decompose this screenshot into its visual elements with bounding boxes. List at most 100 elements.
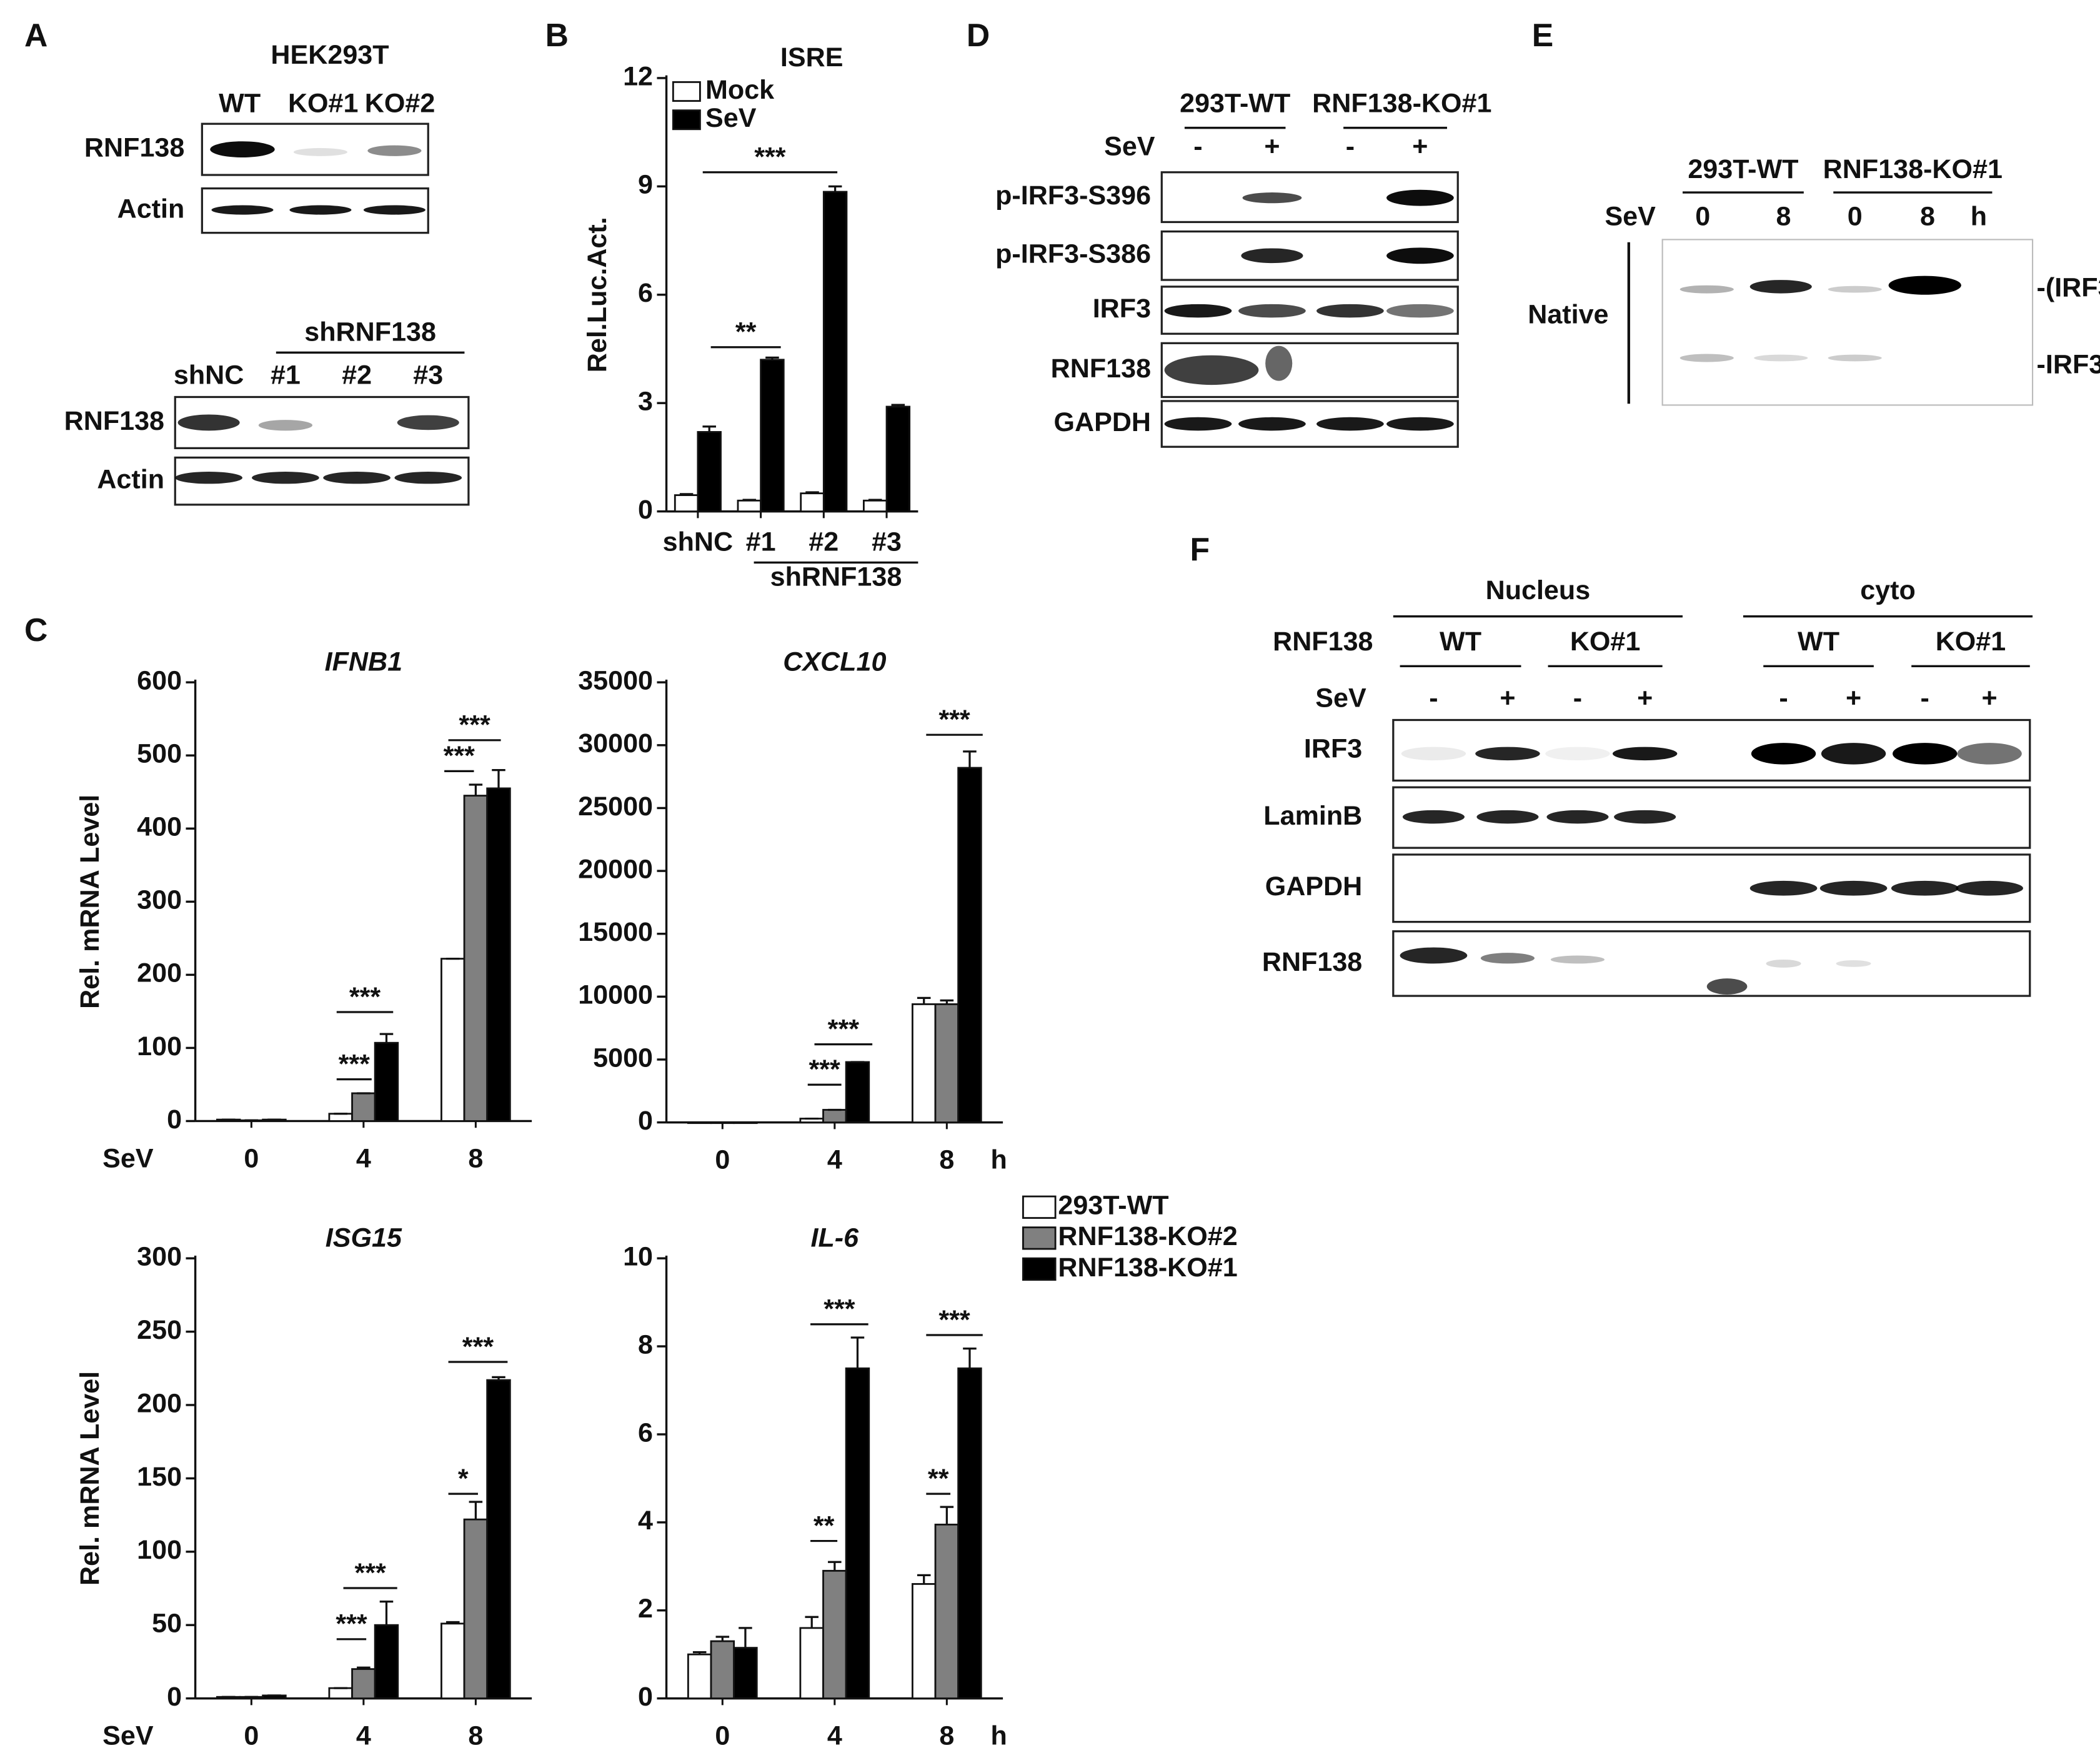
y-tick-label: 150 [137,1462,182,1492]
lane-label: + [1846,683,1861,713]
error-bar [492,1376,505,1381]
legend-label: Mock [705,75,774,105]
y-tick-label: 300 [137,1242,182,1272]
y-tick-label: 10 [623,1242,653,1272]
lane-label: 0 [1695,201,1710,231]
error-bar [940,1506,954,1525]
chart-title: ISRE [780,42,843,72]
band [1316,304,1384,318]
y-tick-label: 250 [137,1315,182,1345]
bar [957,1367,982,1699]
band [1386,247,1454,264]
unit-label: h [1971,201,1987,231]
band [323,472,391,484]
error-bar [917,996,931,1005]
y-tick-label: 3 [638,387,653,417]
error-bar [963,1347,977,1369]
bar [934,1523,960,1699]
y-tick-label: 8 [638,1329,653,1359]
error-bar [940,999,954,1005]
lane-label: #2 [342,360,372,390]
x-axis-label: SeV [102,1143,154,1173]
x-axis-unit: h [990,1145,1007,1175]
y-tick-label: 100 [137,1535,182,1565]
row-label: GAPDH [1265,872,1363,901]
band [363,205,425,215]
band [1751,743,1816,765]
legend-label: RNF138-KO#2 [1058,1221,1237,1251]
significance: *** [462,1332,494,1362]
band [1164,355,1259,385]
bar [912,1583,937,1699]
legend-swatch [1022,1226,1057,1250]
error-bar [828,1561,842,1571]
band [175,472,242,484]
band [1828,354,1882,362]
bar [912,1003,937,1124]
x-axis-unit: h [990,1721,1007,1751]
x-tick-label: #3 [872,527,902,557]
y-tick-label: 400 [137,812,182,842]
x-tick-label: 8 [939,1145,954,1175]
legend-swatch [672,81,701,102]
panel-label: A [24,17,47,53]
panel-label: F [1190,531,1210,567]
band [1550,955,1605,964]
y-tick-label: 5000 [593,1043,653,1073]
band [1545,747,1610,761]
y-tick-label: 30000 [578,728,653,758]
x-tick-label: 8 [939,1721,954,1751]
x-tick-label: #1 [746,527,776,557]
genotype: KO#1 [1570,627,1641,657]
error-bar [805,1616,819,1628]
y-tick-label: 300 [137,885,182,915]
bar [822,1109,847,1124]
bar [486,1379,511,1699]
genotype: KO#1 [1936,627,2006,657]
y-tick-label: 9 [638,170,653,200]
row-label: RNF138 [64,406,164,436]
band [211,205,274,215]
significance: *** [349,982,381,1012]
treatment-label: SeV [1315,683,1366,713]
bar [374,1624,399,1699]
error-bar [963,750,977,768]
x-tick-label: 4 [356,1143,371,1173]
bar [760,359,785,512]
significance: *** [354,1558,386,1588]
blot-title: HEK293T [271,40,389,70]
error-bar [805,491,819,494]
row-label: IRF3 [1093,294,1151,324]
error-bar [765,356,779,360]
panel-label: E [1532,17,1553,53]
band [1614,810,1676,824]
band [1680,354,1734,362]
y-tick-label: 0 [638,1682,653,1712]
y-tick-label: 25000 [578,792,653,822]
error-bar [357,1666,371,1669]
x-tick-label: #2 [809,527,839,557]
legend-label: RNF138-KO#1 [1058,1253,1237,1283]
y-tick-label: 200 [137,1388,182,1418]
lane-label: + [1982,683,1998,713]
significance: *** [938,1305,970,1335]
band [1475,747,1540,761]
row-label: IRF3 [1304,733,1362,763]
lane-label: - [1779,683,1788,713]
y-tick-label: 35000 [578,666,653,696]
x-tick-label: shNC [663,527,734,557]
error-bar [828,185,842,192]
band [289,205,352,215]
group-label: RNF138-KO#1 [1312,88,1491,118]
group-label: 293T-WT [1180,88,1290,118]
error-bar [917,1574,931,1584]
bar [863,499,888,512]
bar [845,1061,870,1124]
lane-label: - [1921,683,1929,713]
bar [674,494,699,512]
y-tick-label: 600 [137,666,182,696]
x-tick-label: 8 [468,1721,483,1751]
chart-title: IFNB1 [325,647,402,677]
error-bar [850,1336,865,1369]
band-label: -IRF3 [2037,349,2100,379]
